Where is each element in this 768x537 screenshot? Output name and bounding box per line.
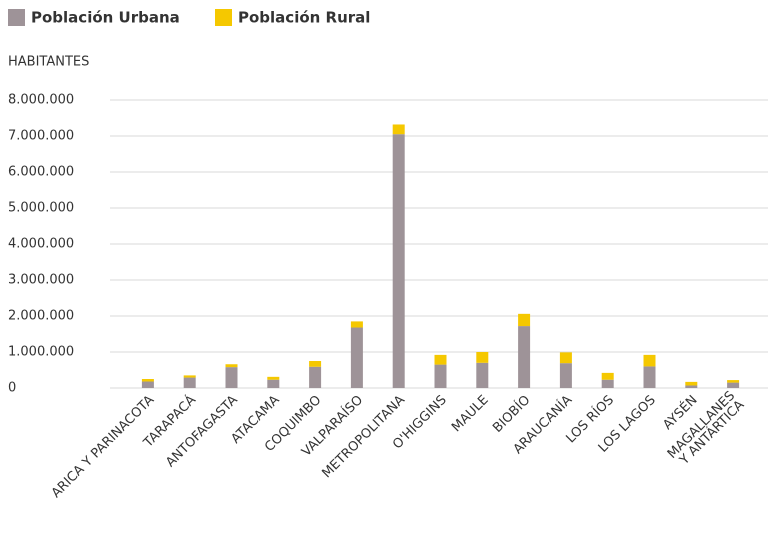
legend-label: Población Rural [238,9,370,27]
bar-segment [518,326,531,388]
bar-segment [225,367,238,388]
bar-segment [267,379,280,388]
y-tick-label: 7.000.000 [8,129,74,144]
bar-segment [309,366,322,388]
bar-segment [267,376,280,380]
bar-segment [685,385,698,388]
bar-segment [183,377,196,388]
bar-segment [601,372,614,380]
x-tick-label: ARICA Y PARINACOTA [49,393,157,501]
legend-label: Población Urbana [31,9,180,27]
bar-segment [685,381,698,386]
y-tick-label: 1.000.000 [8,345,74,360]
bar-segment [225,364,238,368]
bar-segment [601,379,614,388]
y-tick-label: 3.000.000 [8,273,74,288]
bar-segment [643,366,656,388]
bar-segment [518,313,531,327]
bar-segment [476,362,489,388]
y-tick-label: 6.000.000 [8,165,74,180]
y-tick-label: 4.000.000 [8,237,74,252]
bar-segment [727,380,740,383]
y-tick-label: 0 [8,381,16,396]
bar-segment [559,363,572,388]
bar-segment [392,124,405,135]
bar-segment [141,381,154,388]
legend-swatch [215,9,232,26]
bar-segment [434,364,447,388]
bar-segment [476,352,489,363]
bar-segment [727,382,740,388]
y-tick-label: 5.000.000 [8,201,74,216]
legend-swatch [8,9,25,26]
bar-segment [434,354,447,365]
y-tick-label: 2.000.000 [8,309,74,324]
bar-segment [350,327,363,388]
x-tick-label: ANTOFAGASTA [163,393,241,471]
bar-segment [350,321,363,328]
y-axis-label: HABITANTES [8,55,89,70]
bar-segment [183,375,196,378]
bar-segment [559,352,572,364]
bar-segment [392,134,405,388]
bar-segment [309,361,322,367]
x-tick-label: MAGALLANESY ANTÁRTICA [664,388,747,471]
x-tick-label: MAULE [449,393,491,435]
bar-segment [643,354,656,367]
bar-segment [141,379,154,382]
y-tick-label: 8.000.000 [8,93,74,108]
